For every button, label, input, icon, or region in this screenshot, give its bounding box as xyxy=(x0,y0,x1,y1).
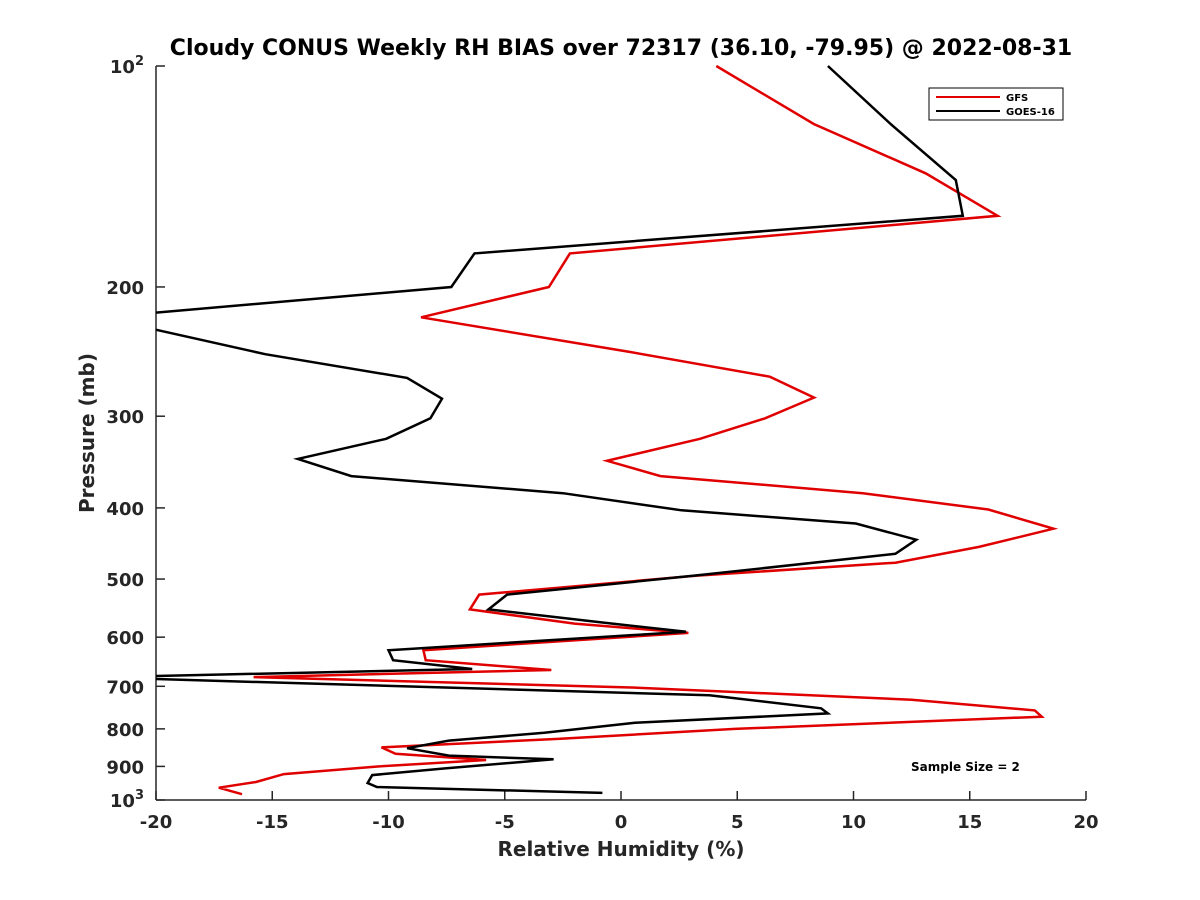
sample-size-annotation: Sample Size = 2 xyxy=(911,760,1020,774)
y-tick-label: 800 xyxy=(106,720,144,741)
x-ticks: -20 -15 -10 -5 0 5 10 15 20 xyxy=(140,791,1099,833)
y-tick-label: 700 xyxy=(106,677,144,698)
legend-box xyxy=(928,87,1064,121)
y-tick-label: 500 xyxy=(106,570,144,591)
chart-title: Cloudy CONUS Weekly RH BIAS over 72317 (… xyxy=(170,36,1072,61)
x-tick-label: 10 xyxy=(841,812,866,833)
y-axis-label: Pressure (mb) xyxy=(75,353,99,513)
x-tick-label: 20 xyxy=(1073,812,1098,833)
y-tick-label: 103 xyxy=(110,788,144,812)
legend: GFS GOES-16 xyxy=(928,87,1064,121)
y-ticks: 102 200 300 400 500 600 700 800 900 103 xyxy=(106,54,165,812)
series-line-gfs xyxy=(218,64,1059,796)
x-tick-label: -10 xyxy=(372,812,405,833)
y-tick-label: 400 xyxy=(106,499,144,520)
x-tick-label: 5 xyxy=(731,812,744,833)
legend-label-goes16: GOES-16 xyxy=(1006,107,1055,118)
x-tick-label: -20 xyxy=(140,812,173,833)
x-tick-label: -15 xyxy=(256,812,289,833)
x-tick-label: 15 xyxy=(957,812,982,833)
legend-label-gfs: GFS xyxy=(1006,93,1028,104)
x-tick-label: 0 xyxy=(615,812,628,833)
y-tick-label: 900 xyxy=(106,757,144,778)
data-series xyxy=(156,64,1059,796)
y-tick-label: 300 xyxy=(106,407,144,428)
series-line-goes16 xyxy=(156,65,965,795)
x-tick-label: -5 xyxy=(495,812,515,833)
y-tick-label: 200 xyxy=(106,278,144,299)
y-tick-label: 600 xyxy=(106,628,144,649)
y-tick-label: 102 xyxy=(110,54,144,78)
x-axis-label: Relative Humidity (%) xyxy=(497,837,744,861)
